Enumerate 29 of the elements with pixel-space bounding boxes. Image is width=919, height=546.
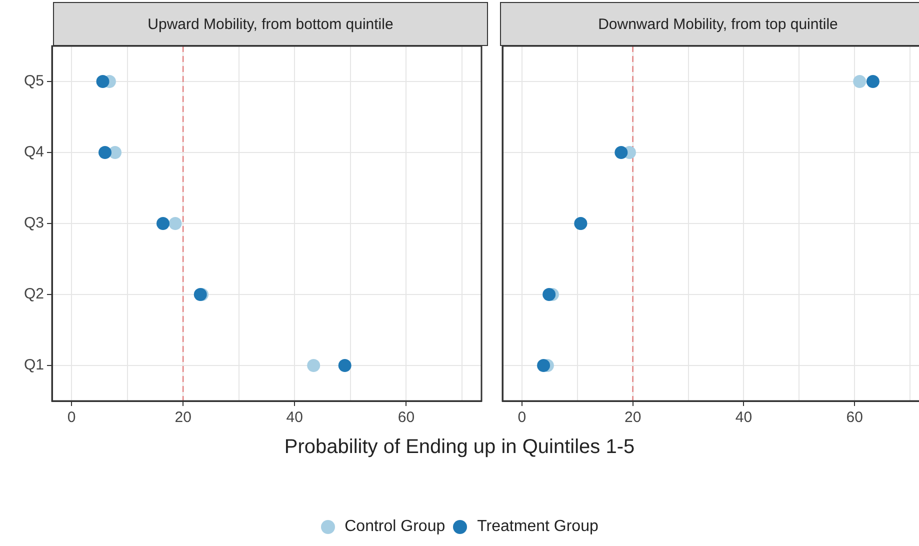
point (96, 75, 110, 88)
x-tick-label: 60 (398, 409, 415, 426)
y-tick-label: Q3 (24, 214, 44, 232)
point (542, 288, 556, 301)
point (98, 146, 112, 159)
point (866, 75, 880, 88)
x-axis-title: Probability of Ending up in Quintiles 1-5 (283, 436, 636, 459)
x-tick-label: 20 (624, 409, 642, 426)
y-tick-label: Q2 (24, 286, 44, 303)
y-tick-label: Q4 (24, 144, 44, 161)
point (537, 359, 550, 372)
point (614, 146, 628, 159)
legend-label: Control Group (344, 518, 446, 536)
point (156, 217, 170, 230)
x-tick-label: 0 (518, 409, 526, 426)
x-tick-label: 60 (846, 409, 863, 426)
y-tick-label: Q5 (24, 72, 44, 90)
point (853, 75, 866, 88)
x-tick-label: 40 (735, 409, 752, 426)
x-tick-label: 20 (174, 409, 192, 426)
point (168, 217, 182, 230)
x-tick-label: 0 (67, 409, 76, 426)
chart-title: Downward Mobility, from top quintile (500, 2, 919, 46)
point (338, 359, 352, 372)
y-tick-label: Q1 (24, 356, 44, 374)
legend-label: Treatment Group (477, 518, 598, 536)
x-tick-label: 40 (286, 409, 303, 426)
point (307, 359, 320, 372)
chart-title: Upward Mobility, from bottom quintile (53, 2, 488, 46)
